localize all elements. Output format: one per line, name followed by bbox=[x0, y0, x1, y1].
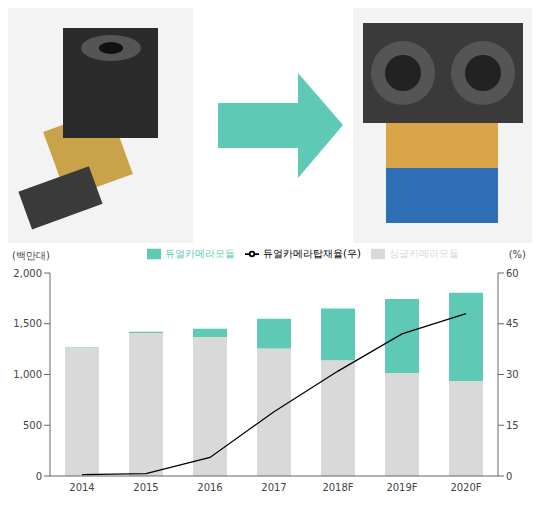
html-text:듀얼카메라탑재율(우): 듀얼카메라탑재율(우) bbox=[263, 248, 361, 259]
svg-text:2016: 2016 bbox=[197, 482, 222, 493]
svg-text:2014: 2014 bbox=[69, 482, 94, 493]
svg-text:2017: 2017 bbox=[261, 482, 286, 493]
svg-text:2020F: 2020F bbox=[450, 482, 481, 493]
svg-text:30: 30 bbox=[506, 369, 519, 380]
svg-text:1,500: 1,500 bbox=[13, 318, 42, 329]
html-text:듀얼카메라모듈: 듀얼카메라모듈 bbox=[165, 248, 236, 259]
svg-text:2,000: 2,000 bbox=[13, 268, 42, 279]
svg-text:60: 60 bbox=[506, 268, 519, 279]
html-text:(백만대): (백만대) bbox=[12, 250, 50, 261]
svg-text:2018F: 2018F bbox=[322, 482, 353, 493]
svg-text:500: 500 bbox=[23, 420, 42, 431]
html-text:싱글카메라모듈: 싱글카메라모듈 bbox=[388, 248, 459, 259]
svg-text:1,000: 1,000 bbox=[13, 369, 42, 380]
svg-text:2015: 2015 bbox=[133, 482, 158, 493]
svg-text:0: 0 bbox=[36, 471, 42, 482]
svg-text:45: 45 bbox=[506, 318, 519, 329]
svg-text:15: 15 bbox=[506, 420, 519, 431]
svg-text:2019F: 2019F bbox=[386, 482, 417, 493]
svg-text:0: 0 bbox=[506, 471, 512, 482]
